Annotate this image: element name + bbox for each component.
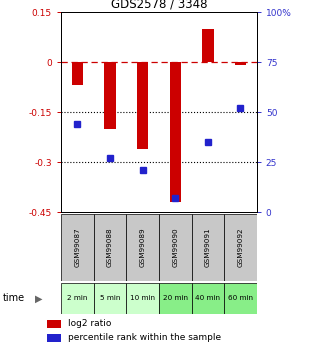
Text: 20 min: 20 min [163, 295, 188, 302]
Text: GSM99087: GSM99087 [74, 228, 80, 267]
Bar [192, 283, 224, 314]
Bar [72, 62, 83, 86]
Text: GSM99091: GSM99091 [205, 228, 211, 267]
Bar [126, 283, 159, 314]
Bar [47, 320, 61, 328]
Text: GSM99090: GSM99090 [172, 228, 178, 267]
Bar [61, 214, 94, 281]
Bar [224, 283, 257, 314]
Bar [94, 214, 126, 281]
Bar [224, 214, 257, 281]
Bar [137, 62, 148, 149]
Bar [169, 62, 181, 202]
Text: 5 min: 5 min [100, 295, 120, 302]
Text: ▶: ▶ [35, 294, 43, 303]
Bar [159, 214, 192, 281]
Text: GSM99092: GSM99092 [238, 228, 244, 267]
Text: 10 min: 10 min [130, 295, 155, 302]
Bar [202, 29, 213, 62]
Bar [94, 283, 126, 314]
Bar [126, 214, 159, 281]
Bar [159, 283, 192, 314]
Bar [61, 283, 94, 314]
Text: GSM99089: GSM99089 [140, 228, 146, 267]
Text: 2 min: 2 min [67, 295, 88, 302]
Text: time: time [3, 294, 25, 303]
Text: percentile rank within the sample: percentile rank within the sample [68, 333, 221, 342]
Title: GDS2578 / 3348: GDS2578 / 3348 [111, 0, 207, 11]
Text: 60 min: 60 min [228, 295, 253, 302]
Bar [192, 214, 224, 281]
Bar [104, 62, 116, 129]
Text: GSM99088: GSM99088 [107, 228, 113, 267]
Text: log2 ratio: log2 ratio [68, 319, 111, 328]
Text: 40 min: 40 min [195, 295, 220, 302]
Bar [47, 334, 61, 342]
Bar [235, 62, 246, 66]
